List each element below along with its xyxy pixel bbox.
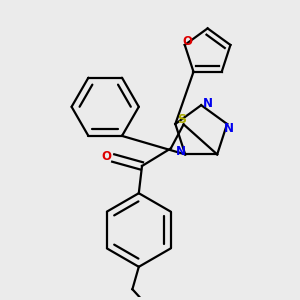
Text: N: N [224, 122, 234, 135]
Text: N: N [203, 97, 213, 110]
Text: N: N [176, 145, 185, 158]
Text: S: S [178, 113, 187, 126]
Text: O: O [182, 34, 192, 48]
Text: O: O [101, 150, 111, 163]
